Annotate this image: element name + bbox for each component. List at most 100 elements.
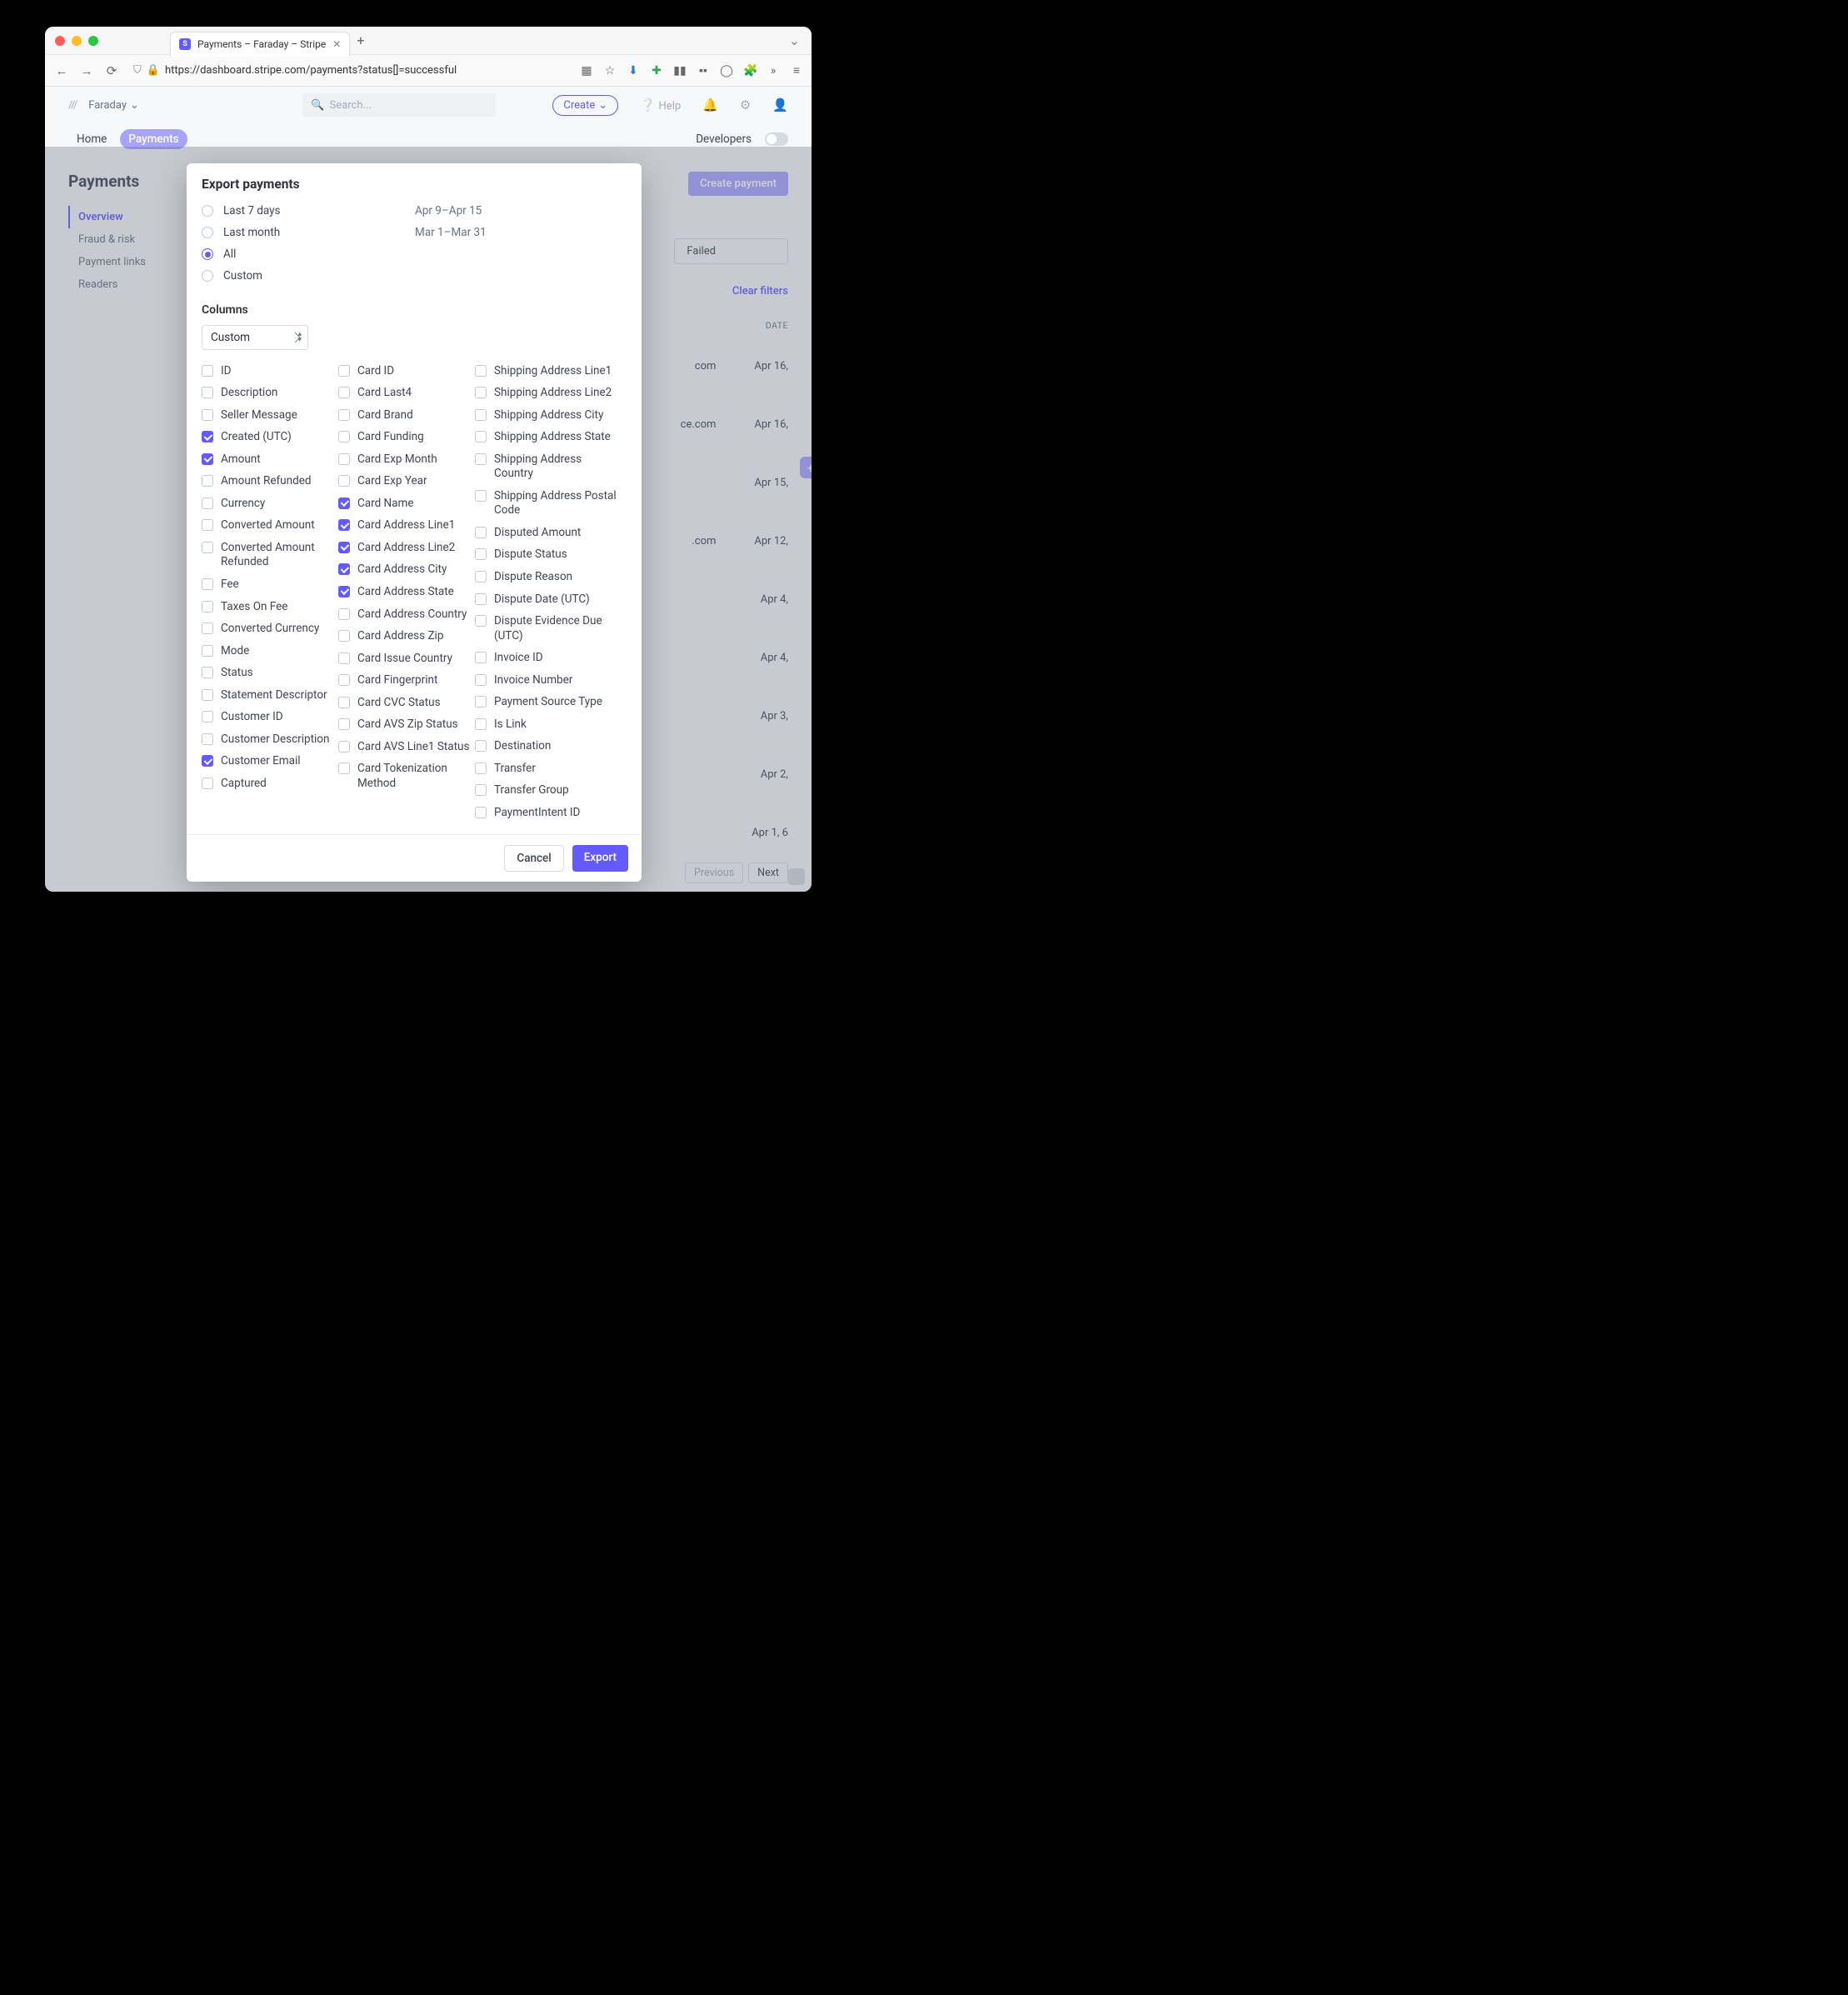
checkbox-icon[interactable] [338,697,350,708]
checkbox-icon[interactable] [338,409,350,421]
checkbox-icon[interactable] [475,409,487,421]
checkbox-icon[interactable] [475,548,487,560]
checkbox-icon[interactable] [475,784,487,796]
date-option-2[interactable]: All [202,243,627,265]
tabs-chevron-icon[interactable]: ⌄ [789,32,800,48]
column-checkbox-row[interactable]: Card Issue Country [338,648,475,670]
checkbox-icon[interactable] [202,578,213,590]
checkbox-icon[interactable] [202,645,213,657]
checkbox-icon[interactable] [202,387,213,398]
column-checkbox-row[interactable]: Card Brand [338,404,475,427]
column-checkbox-row[interactable]: Card CVC Status [338,692,475,714]
checkbox-icon[interactable] [338,652,350,664]
overflow-icon[interactable]: » [767,64,780,78]
bookmark-icon[interactable]: ☆ [603,64,617,78]
radio-icon[interactable] [202,270,213,282]
checkbox-icon[interactable] [475,762,487,774]
column-checkbox-row[interactable]: PaymentIntent ID [475,802,618,824]
checkbox-icon[interactable] [202,409,213,421]
column-checkbox-row[interactable]: Card Tokenization Method [338,758,475,795]
profile-icon[interactable]: 👤 [772,98,788,112]
new-tab-button[interactable]: + [357,32,364,48]
column-checkbox-row[interactable]: Shipping Address Postal Code [475,485,618,522]
checkbox-icon[interactable] [202,667,213,678]
checkbox-icon[interactable] [475,615,487,627]
checkbox-icon[interactable] [475,453,487,465]
column-checkbox-row[interactable]: Transfer [475,758,618,780]
maximize-window[interactable] [88,36,98,46]
column-checkbox-row[interactable]: Card Address Line1 [338,515,475,538]
column-checkbox-row[interactable]: Fee [202,573,338,596]
column-checkbox-row[interactable]: Customer Email [202,751,338,773]
developers-link[interactable]: Developers [696,132,752,146]
column-checkbox-row[interactable]: Transfer Group [475,780,618,802]
column-checkbox-row[interactable]: Shipping Address City [475,404,618,427]
column-checkbox-row[interactable]: Shipping Address Country [475,448,618,485]
date-option-0[interactable]: Last 7 daysApr 9–Apr 15 [202,200,627,222]
column-checkbox-row[interactable]: Converted Amount [202,515,338,538]
ext-2-icon[interactable]: ▮▮ [673,64,687,78]
forward-button[interactable]: → [78,63,95,78]
checkbox-icon[interactable] [202,475,213,487]
checkbox-icon[interactable] [475,696,487,708]
checkbox-icon[interactable] [338,586,350,598]
column-checkbox-row[interactable]: Card Address Zip [338,626,475,648]
checkbox-icon[interactable] [475,365,487,377]
checkbox-icon[interactable] [202,711,213,722]
column-checkbox-row[interactable]: Dispute Status [475,544,618,567]
column-checkbox-row[interactable]: Amount [202,448,338,471]
back-button[interactable]: ← [53,63,70,78]
checkbox-icon[interactable] [338,630,350,642]
column-checkbox-row[interactable]: Customer ID [202,707,338,729]
column-checkbox-row[interactable]: Created (UTC) [202,427,338,449]
column-checkbox-row[interactable]: Converted Amount Refunded [202,537,338,573]
settings-icon[interactable]: ⚙ [740,98,751,112]
column-checkbox-row[interactable]: Payment Source Type [475,692,618,714]
column-checkbox-row[interactable]: Mode [202,640,338,662]
checkbox-icon[interactable] [338,453,350,465]
checkbox-icon[interactable] [202,519,213,531]
checkbox-icon[interactable] [338,498,350,509]
checkbox-icon[interactable] [475,571,487,582]
column-checkbox-row[interactable]: Card Last4 [338,382,475,405]
search-input[interactable]: 🔍 Search... [302,93,496,117]
checkbox-icon[interactable] [475,387,487,398]
ext-1-icon[interactable]: ✚ [650,64,663,78]
checkbox-icon[interactable] [475,652,487,663]
checkbox-icon[interactable] [475,740,487,752]
column-checkbox-row[interactable]: Status [202,662,338,685]
checkbox-icon[interactable] [202,733,213,745]
column-checkbox-row[interactable]: Card Address Country [338,603,475,626]
checkbox-icon[interactable] [338,431,350,442]
checkbox-icon[interactable] [475,593,487,605]
column-checkbox-row[interactable]: Destination [475,736,618,758]
checkbox-icon[interactable] [202,601,213,612]
checkbox-icon[interactable] [475,490,487,502]
column-checkbox-row[interactable]: Card Address City [338,559,475,582]
notifications-icon[interactable]: 🔔 [702,98,718,112]
column-checkbox-row[interactable]: Card Address Line2 [338,537,475,559]
column-checkbox-row[interactable]: Is Link [475,713,618,736]
extensions-icon[interactable]: 🧩 [743,64,757,78]
checkbox-icon[interactable] [338,741,350,752]
checkbox-icon[interactable] [475,718,487,730]
column-checkbox-row[interactable]: ID [202,360,338,382]
column-checkbox-row[interactable]: Card AVS Zip Status [338,714,475,737]
column-checkbox-row[interactable]: Card Name [338,492,475,515]
column-checkbox-row[interactable]: Card Address State [338,581,475,603]
checkbox-icon[interactable] [475,807,487,818]
close-window[interactable] [55,36,65,46]
column-checkbox-row[interactable]: Card AVS Line1 Status [338,736,475,758]
checkbox-icon[interactable] [475,431,487,442]
radio-icon[interactable] [202,227,213,238]
checkbox-icon[interactable] [202,498,213,509]
checkbox-icon[interactable] [338,365,350,377]
checkbox-icon[interactable] [202,778,213,789]
checkbox-icon[interactable] [338,519,350,531]
download-icon[interactable]: ⬇ [627,64,640,78]
column-checkbox-row[interactable]: Card Exp Year [338,471,475,493]
checkbox-icon[interactable] [202,755,213,767]
column-checkbox-row[interactable]: Disputed Amount [475,522,618,544]
modal-overlay[interactable]: Export payments Last 7 daysApr 9–Apr 15L… [45,147,812,892]
checkbox-icon[interactable] [202,431,213,442]
